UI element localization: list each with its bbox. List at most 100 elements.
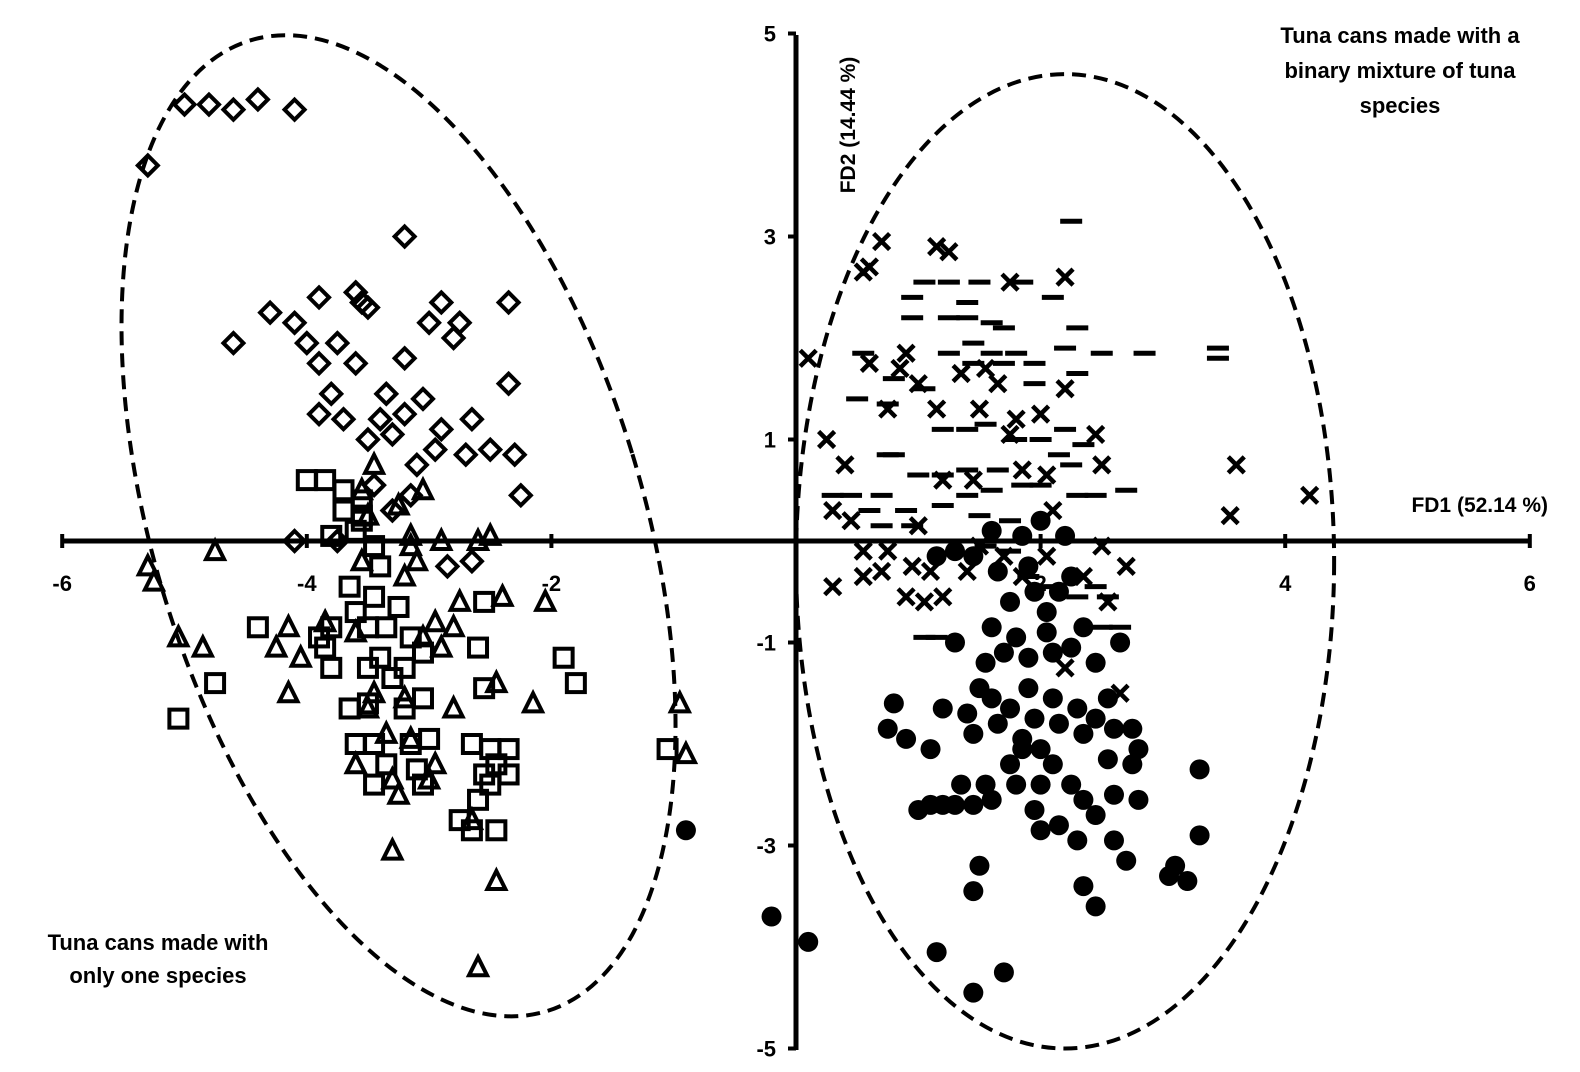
data-point-x [816, 429, 837, 450]
x-tick-label: -4 [297, 571, 317, 596]
y-tick-label: 1 [764, 428, 776, 453]
data-point-x [798, 348, 818, 368]
data-point-diamond [507, 482, 534, 509]
data-point-circle [926, 942, 947, 963]
data-point-triangle [422, 607, 448, 633]
data-point-circle [987, 561, 1008, 582]
data-point-triangle [416, 765, 442, 790]
data-point-diamond [495, 289, 522, 316]
data-point-square [375, 616, 398, 639]
data-point-diamond [379, 497, 406, 524]
data-point-diamond [404, 452, 430, 478]
data-point-triangle [441, 694, 466, 719]
data-point-circle [963, 794, 984, 815]
data-point-circle [1122, 718, 1143, 739]
data-point-x [1055, 379, 1075, 399]
data-point-circle [1048, 581, 1069, 602]
y-axis-title: FD2 (14.44 %) [837, 57, 860, 194]
data-point-triangle [135, 551, 161, 577]
data-point-square [473, 677, 496, 700]
data-point-triangle [276, 612, 301, 638]
data-point-square [381, 667, 404, 690]
data-point-x [1300, 485, 1320, 505]
data-point-circle [1012, 525, 1033, 546]
data-point-circle [1116, 850, 1137, 871]
data-point-triangle [343, 749, 368, 775]
right-group-label-line1: Tuna cans made with a [1280, 23, 1520, 48]
data-point-circle [1122, 754, 1143, 775]
data-point-circle [963, 881, 984, 902]
data-point-x [1055, 267, 1075, 287]
data-point-diamond [434, 553, 461, 580]
data-point-square [479, 773, 502, 796]
data-point-diamond [257, 299, 283, 326]
y-tick-label: -5 [756, 1037, 776, 1062]
data-point-circle [1128, 789, 1149, 810]
group-ellipses [119, 33, 1337, 1051]
data-point-diamond [459, 548, 485, 575]
data-point-square [332, 479, 355, 502]
data-point-diamond [361, 472, 387, 499]
data-point-diamond [306, 350, 332, 377]
data-point-square [411, 687, 434, 710]
data-point-triangle [404, 546, 430, 572]
data-point-circle [1036, 602, 1057, 623]
data-point-triangle [263, 633, 289, 658]
data-point-diamond [501, 441, 528, 468]
data-point-diamond [452, 441, 479, 468]
data-point-x [1092, 536, 1112, 556]
data-point-triangle [343, 617, 368, 643]
left-group-label-line1: Tuna cans made with [48, 930, 269, 955]
data-point-x [933, 587, 953, 607]
data-point-circle [1097, 749, 1118, 770]
data-point-circle [1085, 652, 1106, 673]
data-point-circle [1024, 799, 1045, 820]
data-point-circle [1055, 525, 1076, 546]
data-point-triangle [349, 546, 375, 572]
data-point-triangle [361, 678, 387, 704]
data-point-circle [798, 931, 819, 952]
data-point-circle [1061, 566, 1082, 587]
data-point-triangle [398, 521, 423, 546]
data-point-circle [1030, 774, 1051, 795]
data-point-x [872, 561, 892, 582]
data-point-square [564, 672, 587, 695]
data-point-x [1037, 546, 1057, 566]
data-point-x [963, 470, 983, 490]
data-point-triangle [520, 688, 546, 714]
data-point-circle [1006, 774, 1027, 795]
data-point-circle [1042, 642, 1063, 663]
data-point-x [927, 399, 947, 419]
data-point-triangle [441, 612, 466, 638]
data-point-square [411, 773, 434, 796]
right-group-label-line3: species [1360, 93, 1441, 118]
data-point-triangle [374, 719, 399, 744]
right-group-label-line2: binary mixture of tuna [1284, 58, 1516, 83]
data-point-diamond [318, 380, 345, 407]
data-point-square [375, 753, 398, 776]
data-point-circle [1189, 759, 1210, 780]
data-point-circle [1128, 739, 1149, 760]
data-point-x [1055, 658, 1075, 678]
data-point-diamond [196, 91, 222, 118]
data-point-circle [883, 693, 904, 714]
data-point-x [1226, 455, 1246, 475]
data-point-square [473, 590, 496, 613]
data-point-diamond [428, 289, 455, 316]
data-point-triangle [490, 582, 515, 607]
data-point-triangle [673, 739, 699, 765]
data-point-x [914, 592, 935, 612]
data-point-triangle [484, 866, 509, 892]
data-point-circle [1073, 617, 1094, 638]
data-point-diamond [324, 528, 351, 554]
data-point-square [363, 535, 386, 558]
data-point-circle [1012, 739, 1033, 760]
data-point-square [338, 575, 361, 598]
data-point-square [467, 788, 490, 811]
data-point-triangle [398, 724, 423, 749]
data-point-circle [975, 652, 996, 673]
left-group-label-line2: only one species [69, 963, 246, 988]
data-point-circle [969, 855, 990, 876]
y-tick-label: 5 [764, 22, 776, 47]
